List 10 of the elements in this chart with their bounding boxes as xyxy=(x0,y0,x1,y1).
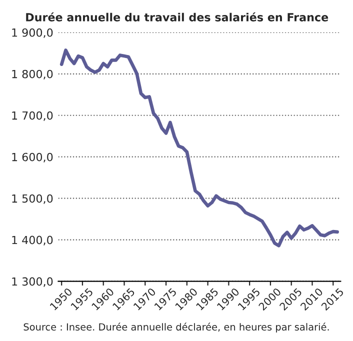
y-tick-label: 1 500,0 xyxy=(12,194,53,204)
y-tick-label: 1 900,0 xyxy=(12,28,53,38)
y-tick-label: 1 700,0 xyxy=(12,111,53,121)
y-tick-label: 1 600,0 xyxy=(12,152,53,162)
y-tick-label: 1 300,0 xyxy=(12,277,53,287)
chart-title: Durée annuelle du travail des salariés en France xyxy=(26,12,328,22)
y-tick-label: 1 400,0 xyxy=(12,236,53,246)
source-note: Source : Insee. Durée annuelle déclarée, en heures par salarié. xyxy=(24,322,329,332)
line-series xyxy=(60,48,339,248)
y-tick-label: 1 800,0 xyxy=(12,70,53,80)
